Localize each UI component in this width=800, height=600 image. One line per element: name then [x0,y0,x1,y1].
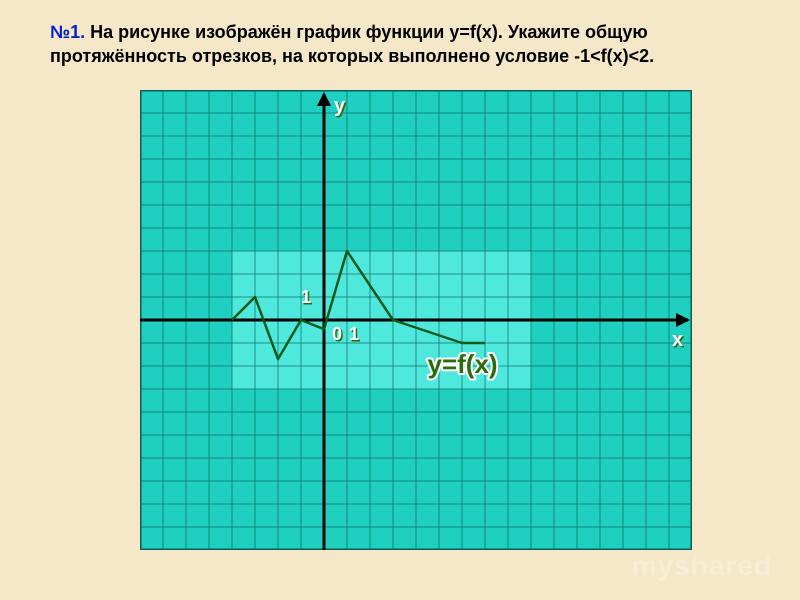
problem-body: На рисунке изображён график функции y=f(… [50,22,654,66]
chart-svg: yyxx110011y=f(x)y=f(x) [140,90,692,550]
svg-text:x: x [672,329,683,351]
function-chart: yyxx110011y=f(x)y=f(x) [140,90,700,550]
problem-statement: №1. На рисунке изображён график функции … [50,20,750,69]
svg-text:1: 1 [301,287,311,307]
watermark-text: myshared [632,550,772,582]
slide-root: №1. На рисунке изображён график функции … [0,0,800,600]
svg-text:y=f(x): y=f(x) [428,349,498,379]
svg-text:y: y [334,95,346,117]
svg-text:1: 1 [349,324,359,344]
svg-text:0: 0 [332,324,342,344]
problem-number: №1. [50,22,85,42]
